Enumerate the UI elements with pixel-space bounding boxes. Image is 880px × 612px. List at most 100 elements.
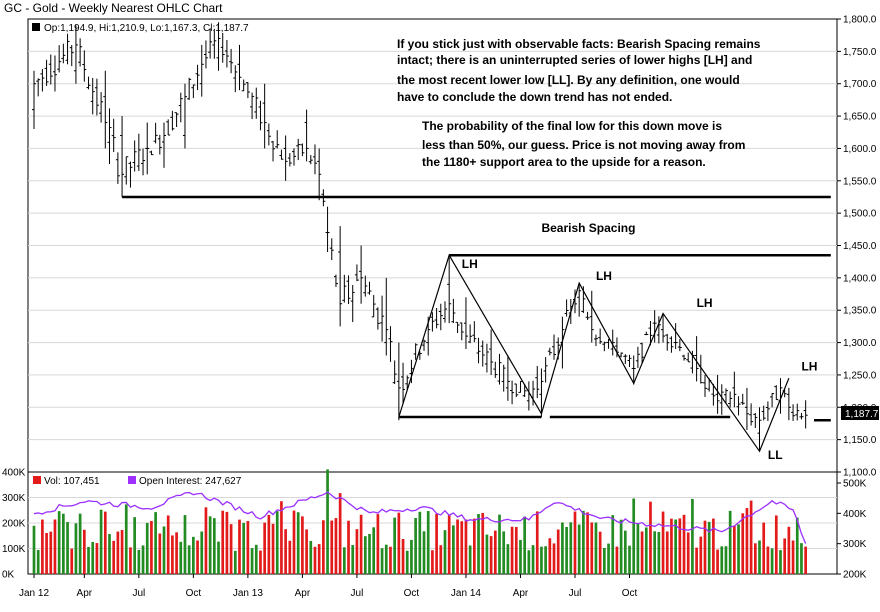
volume-bar [49, 531, 53, 574]
price-tick-label: 1,400.0 [843, 273, 877, 284]
volume-bar [712, 518, 715, 574]
volume-bar [548, 538, 552, 574]
volume-bar [644, 527, 648, 574]
bearish-spacing-label: Bearish Spacing [541, 221, 635, 235]
ohlc-readout: Op:1,194.9, Hi:1,210.9, Lo:1,167.3, Cl:1… [44, 23, 249, 34]
volume-bar [636, 523, 640, 574]
volume-bar [477, 514, 480, 574]
volume-bar [99, 509, 103, 574]
volume-bar [36, 549, 40, 574]
volume-bar [317, 544, 321, 574]
volume-bar [489, 536, 493, 574]
price-tick-label: 1,100.0 [843, 468, 877, 479]
volume-bar [338, 493, 342, 574]
swing-label: LH [462, 257, 478, 271]
volume-bar [301, 516, 304, 574]
volume-bar [405, 550, 409, 574]
volume-bar [376, 514, 380, 574]
swing-label: LH [596, 269, 612, 283]
volume-bar [468, 545, 472, 574]
volume-bar [787, 526, 791, 574]
oi-tick-label: 300K [843, 539, 867, 550]
volume-bar [313, 546, 317, 574]
volume-bar [82, 529, 86, 574]
volume-bar [212, 518, 216, 574]
volume-bar [678, 518, 682, 574]
volume-bar [535, 511, 539, 574]
volume-bar [145, 522, 149, 574]
commentary-line-3: the most recent lower low [LL]. By any d… [397, 73, 740, 87]
volume-bar [770, 548, 774, 574]
volume-bar [196, 540, 199, 574]
swing-label: LH [801, 359, 817, 373]
x-tick-label: Jan 14 [451, 588, 481, 599]
volume-bar [78, 513, 82, 574]
volume-bar [653, 531, 657, 574]
last-price-tag [841, 406, 879, 420]
volume-bar [573, 511, 577, 574]
volume-bar [133, 517, 136, 574]
volume-bar [519, 539, 522, 574]
volume-bar [389, 546, 392, 574]
volume-bar [561, 522, 564, 574]
volume-bar [280, 501, 283, 574]
volume-bar [393, 517, 397, 574]
volume-bar [661, 511, 665, 574]
volume-bar [330, 520, 334, 574]
volume-bar [120, 529, 124, 574]
open-interest-line [33, 491, 807, 544]
volume-bar [347, 520, 350, 574]
volume-bar [275, 511, 279, 574]
volume-bar [380, 548, 384, 574]
price-tick-label: 1,250.0 [843, 370, 877, 381]
volume-bar [53, 519, 57, 574]
volume-bar [443, 530, 447, 574]
volume-bar [418, 511, 422, 574]
volume-bar [762, 522, 766, 574]
volume-bar [192, 536, 195, 574]
volume-bar [254, 544, 258, 574]
volume-bar [70, 548, 74, 574]
volume-bar [91, 541, 95, 574]
price-tick-label: 1,650.0 [843, 112, 877, 123]
commentary-line-1: If you stick just with observable facts:… [397, 37, 761, 51]
volume-bar [200, 531, 204, 574]
volume-bar [87, 546, 90, 574]
volume-bar [716, 549, 719, 574]
price-tick-label: 1,500.0 [843, 209, 877, 220]
x-tick-label: Jan 12 [19, 588, 49, 599]
trend-lines [398, 253, 790, 453]
volume-bar [363, 536, 367, 574]
volume-bar [582, 510, 585, 574]
volume-bar [124, 504, 128, 574]
volume-bar [774, 515, 778, 574]
volume-bar [607, 543, 610, 574]
volume-bar [305, 529, 308, 574]
volume-bar [728, 510, 732, 574]
volume-bar [368, 533, 371, 574]
x-tick-label: Jul [569, 588, 582, 599]
volume-bar [670, 518, 673, 574]
price-tick-label: 1,800.0 [843, 15, 877, 26]
volume-bar [410, 539, 413, 574]
commentary2-line-1: The probability of the final low for thi… [422, 119, 722, 133]
volume-bar [623, 530, 627, 574]
price-tick-label: 1,450.0 [843, 241, 877, 252]
volume-bar [179, 541, 183, 574]
volume-bar [154, 512, 157, 574]
volume-bar [800, 543, 803, 574]
volume-bar [452, 525, 455, 574]
volume-bar [598, 531, 602, 574]
volume-bar [527, 550, 531, 574]
oi-legend-label: Open Interest: 247,627 [139, 476, 242, 487]
volume-bar [45, 533, 48, 574]
volume-bar [74, 523, 78, 574]
volume-bar [695, 547, 698, 574]
volume-bar [460, 521, 464, 574]
volume-bar [359, 514, 363, 574]
volume-bar [351, 545, 355, 574]
volume-bar [766, 546, 770, 574]
x-tick-label: Apr [295, 588, 311, 599]
volume-bar [569, 522, 573, 574]
volume-bars [32, 469, 807, 574]
